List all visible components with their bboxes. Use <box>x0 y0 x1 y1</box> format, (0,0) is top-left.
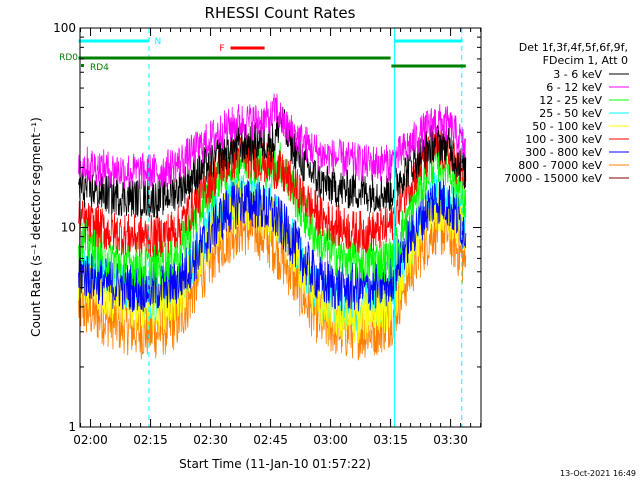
legend-header-line: Det 1f,3f,4f,5f,6f,9f, <box>519 41 628 54</box>
series-line-6 <box>78 178 467 312</box>
chart-title: RHESSI Count Rates <box>205 4 356 22</box>
series-line-5 <box>78 129 467 258</box>
y-tick-label: 100 <box>53 21 76 35</box>
legend-entry-label: 7000 - 15000 keV <box>504 172 602 185</box>
series-line-0 <box>78 107 467 219</box>
rd4-dot <box>81 64 84 67</box>
legend-entry-label: 300 - 800 keV <box>525 146 602 159</box>
x-tick-label: 02:15 <box>133 433 168 447</box>
legend-entry-label: 6 - 12 keV <box>546 81 602 94</box>
legend-entry-label: 12 - 25 keV <box>539 94 602 107</box>
y-tick-label: 1 <box>68 420 76 434</box>
legend-entry-label: 25 - 50 keV <box>539 107 602 120</box>
x-tick-label: 03:30 <box>433 433 468 447</box>
legend-entry-label: 50 - 100 keV <box>532 120 602 133</box>
x-tick-label: 03:00 <box>313 433 348 447</box>
y-tick-label: 10 <box>61 221 76 235</box>
legend-entry-label: 800 - 7000 keV <box>518 159 602 172</box>
flag-label-f: F <box>219 44 224 54</box>
x-tick-label: 02:30 <box>193 433 228 447</box>
series-line-2 <box>78 137 467 287</box>
series-line-7 <box>78 200 467 361</box>
x-tick-label: 02:00 <box>73 433 108 447</box>
y-axis-label: Count Rate (s⁻¹ detector segment⁻¹) <box>29 117 43 337</box>
legend-entry-label: 3 - 6 keV <box>553 68 602 81</box>
legend: Det 1f,3f,4f,5f,6f,9f,FDecim 1, Att 03 -… <box>504 41 629 185</box>
flag-label-n: N <box>155 37 162 47</box>
axis-ticks: 02:00 02:15 02:30 02:45 03:00 03:15 03:30 1 10 10… <box>53 21 482 447</box>
series-line-1 <box>78 93 467 190</box>
x-tick-label: 02:45 <box>253 433 288 447</box>
footer-timestamp: 13-Oct-2021 16:49 <box>560 469 636 478</box>
series-group <box>78 93 467 361</box>
flag-label-rd4: RD4 <box>90 63 109 73</box>
legend-header-line: FDecim 1, Att 0 <box>543 54 628 67</box>
legend-entry-label: 100 - 300 keV <box>525 133 602 146</box>
x-axis-label: Start Time (11-Jan-10 01:57:22) <box>179 457 371 471</box>
flag-bars: N F RD0 RD4 <box>59 37 466 73</box>
interval-markers <box>148 28 463 427</box>
x-tick-label: 03:15 <box>373 433 408 447</box>
flag-label-rd0: RD0 <box>59 53 78 63</box>
